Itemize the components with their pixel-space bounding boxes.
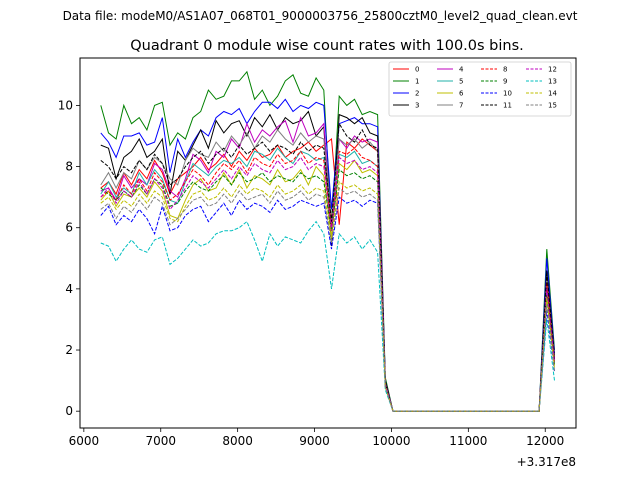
series-lines xyxy=(100,70,555,412)
legend-label-15: 15 xyxy=(548,102,557,110)
plot-frame xyxy=(79,57,577,429)
x-tick-label-3: 9000 xyxy=(299,434,330,448)
y-tick-label-4: 8 xyxy=(65,160,73,174)
legend-label-8: 8 xyxy=(503,66,507,74)
y-tick-label-3: 6 xyxy=(65,221,73,235)
y-tick-label-0: 0 xyxy=(65,404,73,418)
legend-label-1: 1 xyxy=(415,78,419,86)
series-line-12 xyxy=(100,156,555,412)
legend-label-6: 6 xyxy=(459,90,464,98)
x-tick-label-5: 11000 xyxy=(449,434,487,448)
series-line-15 xyxy=(100,187,555,412)
legend-label-11: 11 xyxy=(503,102,512,110)
series-line-11 xyxy=(100,122,555,412)
x-tick-label-6: 12000 xyxy=(526,434,564,448)
x-tick-label-1: 7000 xyxy=(145,434,176,448)
legend-label-14: 14 xyxy=(548,90,557,98)
x-offset-label: +3.317e8 xyxy=(517,455,576,469)
x-tick-label-4: 10000 xyxy=(372,434,410,448)
y-tick-label-1: 2 xyxy=(65,343,73,357)
legend-label-3: 3 xyxy=(415,102,419,110)
legend-label-0: 0 xyxy=(415,66,419,74)
x-tick-label-2: 8000 xyxy=(222,434,253,448)
legend-label-7: 7 xyxy=(459,102,463,110)
legend-label-13: 13 xyxy=(548,78,557,86)
y-axis-ticks: 0 2 4 6 8 10 xyxy=(58,98,80,418)
y-tick-label-2: 4 xyxy=(65,282,73,296)
legend-label-10: 10 xyxy=(503,90,512,98)
x-tick-label-0: 6000 xyxy=(69,434,100,448)
legend-label-9: 9 xyxy=(503,78,507,86)
legend-label-4: 4 xyxy=(459,66,464,74)
legend-label-2: 2 xyxy=(415,90,419,98)
x-axis-ticks: 6000 7000 8000 9000 10000 11000 12000 xyxy=(69,428,564,448)
legend-label-5: 5 xyxy=(459,78,463,86)
chart-title: Quadrant 0 module wise count rates with … xyxy=(130,38,524,54)
suptitle: Data file: modeM0/AS1A07_068T01_90000037… xyxy=(63,9,578,23)
legend-label-12: 12 xyxy=(548,66,557,74)
y-tick-label-5: 10 xyxy=(58,98,73,112)
legend-frame xyxy=(388,61,572,117)
